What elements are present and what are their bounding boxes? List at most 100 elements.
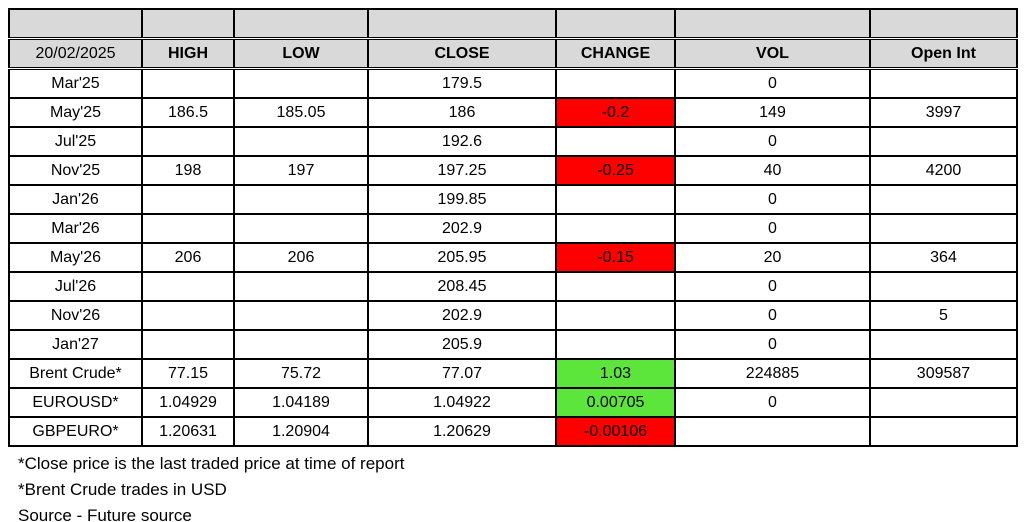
low-cell bbox=[233, 213, 369, 244]
change-cell: 1.03 bbox=[555, 358, 676, 389]
close-cell: 1.04922 bbox=[367, 387, 557, 418]
low-cell bbox=[233, 67, 369, 99]
change-cell bbox=[555, 126, 676, 157]
column-header-change: CHANGE bbox=[555, 37, 676, 70]
open-int-cell bbox=[869, 126, 1018, 157]
open-int-cell bbox=[869, 213, 1018, 244]
close-cell: 202.9 bbox=[367, 300, 557, 331]
table-row: Jul'26 208.45 0 bbox=[8, 271, 1018, 302]
high-cell bbox=[141, 67, 235, 99]
vol-cell: 0 bbox=[674, 126, 871, 157]
empty-header-cell bbox=[674, 8, 871, 40]
low-cell bbox=[233, 271, 369, 302]
vol-cell: 20 bbox=[674, 242, 871, 273]
low-cell: 75.72 bbox=[233, 358, 369, 389]
high-cell: 1.04929 bbox=[141, 387, 235, 418]
open-int-cell bbox=[869, 387, 1018, 418]
table-row: Jul'25 192.6 0 bbox=[8, 126, 1018, 157]
high-cell bbox=[141, 126, 235, 157]
empty-header-cell bbox=[233, 8, 369, 40]
change-cell bbox=[555, 67, 676, 99]
low-cell: 1.20904 bbox=[233, 416, 369, 447]
report-date: 20/02/2025 bbox=[8, 37, 143, 70]
low-cell bbox=[233, 329, 369, 360]
open-int-cell bbox=[869, 416, 1018, 447]
high-cell bbox=[141, 184, 235, 215]
high-cell: 206 bbox=[141, 242, 235, 273]
vol-cell: 0 bbox=[674, 184, 871, 215]
high-cell bbox=[141, 213, 235, 244]
change-cell: -0.25 bbox=[555, 155, 676, 186]
table-row: GBPEURO* 1.20631 1.20904 1.20629 -0.0010… bbox=[8, 416, 1018, 447]
close-cell: 205.95 bbox=[367, 242, 557, 273]
row-label-cell: Mar'25 bbox=[8, 67, 143, 99]
low-cell bbox=[233, 300, 369, 331]
footnote-close-price: *Close price is the last traded price at… bbox=[18, 454, 405, 473]
low-cell bbox=[233, 184, 369, 215]
high-cell bbox=[141, 300, 235, 331]
vol-cell: 40 bbox=[674, 155, 871, 186]
footnote-source: Source - Future source bbox=[18, 506, 192, 522]
change-cell: -0.00106 bbox=[555, 416, 676, 447]
open-int-cell bbox=[869, 67, 1018, 99]
open-int-cell bbox=[869, 329, 1018, 360]
change-cell: 0.00705 bbox=[555, 387, 676, 418]
table-row: Jan'26 199.85 0 bbox=[8, 184, 1018, 215]
open-int-cell: 5 bbox=[869, 300, 1018, 331]
footnotes: *Close price is the last traded price at… bbox=[18, 454, 1016, 522]
row-label-cell: May'25 bbox=[8, 97, 143, 128]
table-row: Brent Crude* 77.15 75.72 77.07 1.03 2248… bbox=[8, 358, 1018, 389]
column-header-high: HIGH bbox=[141, 37, 235, 70]
table-row: Nov'26 202.9 0 5 bbox=[8, 300, 1018, 331]
vol-cell: 0 bbox=[674, 387, 871, 418]
open-int-cell: 364 bbox=[869, 242, 1018, 273]
table-row: May'25 186.5 185.05 186 -0.2 149 3997 bbox=[8, 97, 1018, 128]
close-cell: 77.07 bbox=[367, 358, 557, 389]
vol-cell: 0 bbox=[674, 329, 871, 360]
table-top-empty-row bbox=[8, 8, 1018, 40]
open-int-cell bbox=[869, 184, 1018, 215]
close-cell: 197.25 bbox=[367, 155, 557, 186]
table-header-row: 20/02/2025 HIGH LOW CLOSE CHANGE VOL Ope… bbox=[8, 37, 1018, 70]
open-int-cell: 3997 bbox=[869, 97, 1018, 128]
empty-header-cell bbox=[8, 8, 143, 40]
column-header-open-int: Open Int bbox=[869, 37, 1018, 70]
open-int-cell: 309587 bbox=[869, 358, 1018, 389]
row-label-cell: Nov'26 bbox=[8, 300, 143, 331]
close-cell: 208.45 bbox=[367, 271, 557, 302]
futures-table: 20/02/2025 HIGH LOW CLOSE CHANGE VOL Ope… bbox=[8, 8, 1018, 447]
table-row: Mar'26 202.9 0 bbox=[8, 213, 1018, 244]
high-cell: 77.15 bbox=[141, 358, 235, 389]
empty-header-cell bbox=[141, 8, 235, 40]
close-cell: 202.9 bbox=[367, 213, 557, 244]
vol-cell: 149 bbox=[674, 97, 871, 128]
change-cell: -0.15 bbox=[555, 242, 676, 273]
change-cell bbox=[555, 184, 676, 215]
column-header-vol: VOL bbox=[674, 37, 871, 70]
close-cell: 1.20629 bbox=[367, 416, 557, 447]
empty-header-cell bbox=[555, 8, 676, 40]
table-row: May'26 206 206 205.95 -0.15 20 364 bbox=[8, 242, 1018, 273]
high-cell: 1.20631 bbox=[141, 416, 235, 447]
table-row: EUROUSD* 1.04929 1.04189 1.04922 0.00705… bbox=[8, 387, 1018, 418]
row-label-cell: Jan'27 bbox=[8, 329, 143, 360]
close-cell: 192.6 bbox=[367, 126, 557, 157]
change-cell bbox=[555, 271, 676, 302]
row-label-cell: Jul'25 bbox=[8, 126, 143, 157]
low-cell: 185.05 bbox=[233, 97, 369, 128]
vol-cell: 0 bbox=[674, 67, 871, 99]
open-int-cell: 4200 bbox=[869, 155, 1018, 186]
row-label-cell: GBPEURO* bbox=[8, 416, 143, 447]
open-int-cell bbox=[869, 271, 1018, 302]
column-header-low: LOW bbox=[233, 37, 369, 70]
row-label-cell: Nov'25 bbox=[8, 155, 143, 186]
row-label-cell: May'26 bbox=[8, 242, 143, 273]
close-cell: 199.85 bbox=[367, 184, 557, 215]
column-header-close: CLOSE bbox=[367, 37, 557, 70]
high-cell bbox=[141, 329, 235, 360]
low-cell: 1.04189 bbox=[233, 387, 369, 418]
low-cell: 197 bbox=[233, 155, 369, 186]
low-cell: 206 bbox=[233, 242, 369, 273]
vol-cell: 0 bbox=[674, 271, 871, 302]
